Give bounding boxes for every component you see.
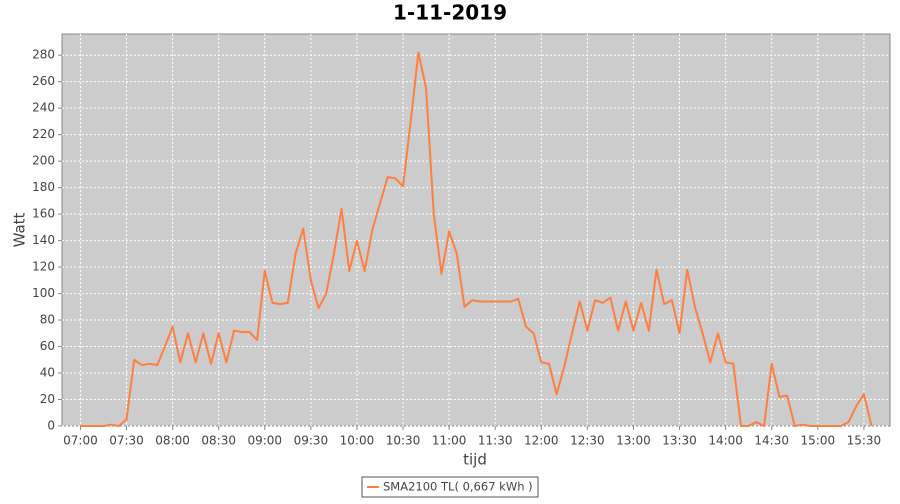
x-tick-label: 15:00 xyxy=(801,434,836,448)
y-tick-label: 240 xyxy=(32,101,55,115)
y-tick-label: 60 xyxy=(40,339,55,353)
x-tick-label: 13:00 xyxy=(616,434,651,448)
y-tick-label: 260 xyxy=(32,74,55,88)
x-tick-label: 10:30 xyxy=(386,434,421,448)
chart-title: 1-11-2019 xyxy=(393,1,507,25)
x-tick-label: 08:00 xyxy=(155,434,190,448)
x-tick-label: 07:30 xyxy=(109,434,144,448)
y-tick-label: 0 xyxy=(47,419,55,433)
x-tick-label: 09:00 xyxy=(247,434,282,448)
y-tick-label: 180 xyxy=(32,180,55,194)
x-tick-label: 07:00 xyxy=(63,434,98,448)
y-tick-label: 200 xyxy=(32,154,55,168)
x-tick-label: 09:30 xyxy=(294,434,329,448)
y-tick-label: 160 xyxy=(32,207,55,221)
data-line xyxy=(80,51,873,427)
legend-label: SMA2100 TL( 0,667 kWh ) xyxy=(383,480,533,494)
legend-box xyxy=(361,476,539,498)
x-axis-label: tijd xyxy=(463,451,487,469)
y-tick-label: 100 xyxy=(32,286,55,300)
x-tick-label: 11:30 xyxy=(478,434,513,448)
x-tick-label: 12:30 xyxy=(570,434,605,448)
plot-area xyxy=(61,33,891,427)
y-tick-label: 120 xyxy=(32,260,55,274)
x-tick-label: 10:00 xyxy=(340,434,375,448)
y-tick-label: 280 xyxy=(32,48,55,62)
y-tick-label: 40 xyxy=(40,366,55,380)
y-tick-label: 140 xyxy=(32,233,55,247)
y-axis-label: Watt xyxy=(11,212,29,247)
x-tick-label: 13:30 xyxy=(662,434,697,448)
x-tick-label: 12:00 xyxy=(524,434,559,448)
x-tick-label: 08:30 xyxy=(201,434,236,448)
y-tick-label: 220 xyxy=(32,127,55,141)
x-tick-label: 11:00 xyxy=(432,434,467,448)
y-tick-label: 20 xyxy=(40,392,55,406)
x-tick-label: 15:30 xyxy=(847,434,882,448)
x-tick-label: 14:00 xyxy=(708,434,743,448)
y-tick-label: 80 xyxy=(40,313,55,327)
x-tick-label: 14:30 xyxy=(754,434,789,448)
